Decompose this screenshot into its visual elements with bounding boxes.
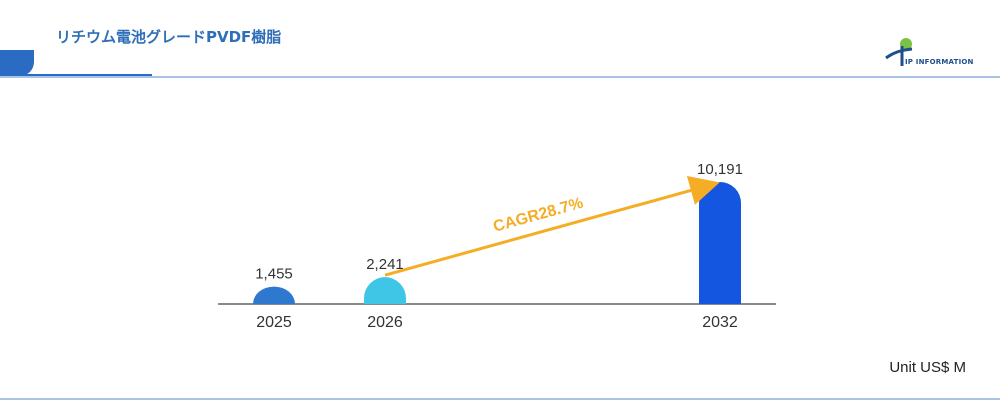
bar-2026 — [364, 277, 406, 304]
unit-label: Unit US$ M — [889, 359, 966, 376]
header-tab-accent — [0, 50, 34, 76]
value-label-2026: 2,241 — [366, 256, 404, 273]
category-label-2025: 2025 — [256, 314, 292, 331]
logo-text: IP INFORMATION — [905, 58, 974, 66]
cagr-label: CAGR28.7% — [491, 195, 585, 236]
footer-rule — [0, 398, 1000, 400]
value-label-2025: 1,455 — [255, 266, 293, 283]
category-label-2032: 2032 — [702, 314, 738, 331]
ip-information-logo-icon — [885, 38, 913, 66]
value-label-2032: 10,191 — [697, 161, 743, 178]
category-label-2026: 2026 — [367, 314, 403, 331]
bar-2032 — [699, 182, 741, 304]
header-rule — [0, 76, 1000, 78]
page-title: リチウム電池グレードPVDF樹脂 — [56, 28, 282, 46]
cagr-arrow — [384, 175, 720, 277]
bar-2025 — [253, 286, 295, 304]
